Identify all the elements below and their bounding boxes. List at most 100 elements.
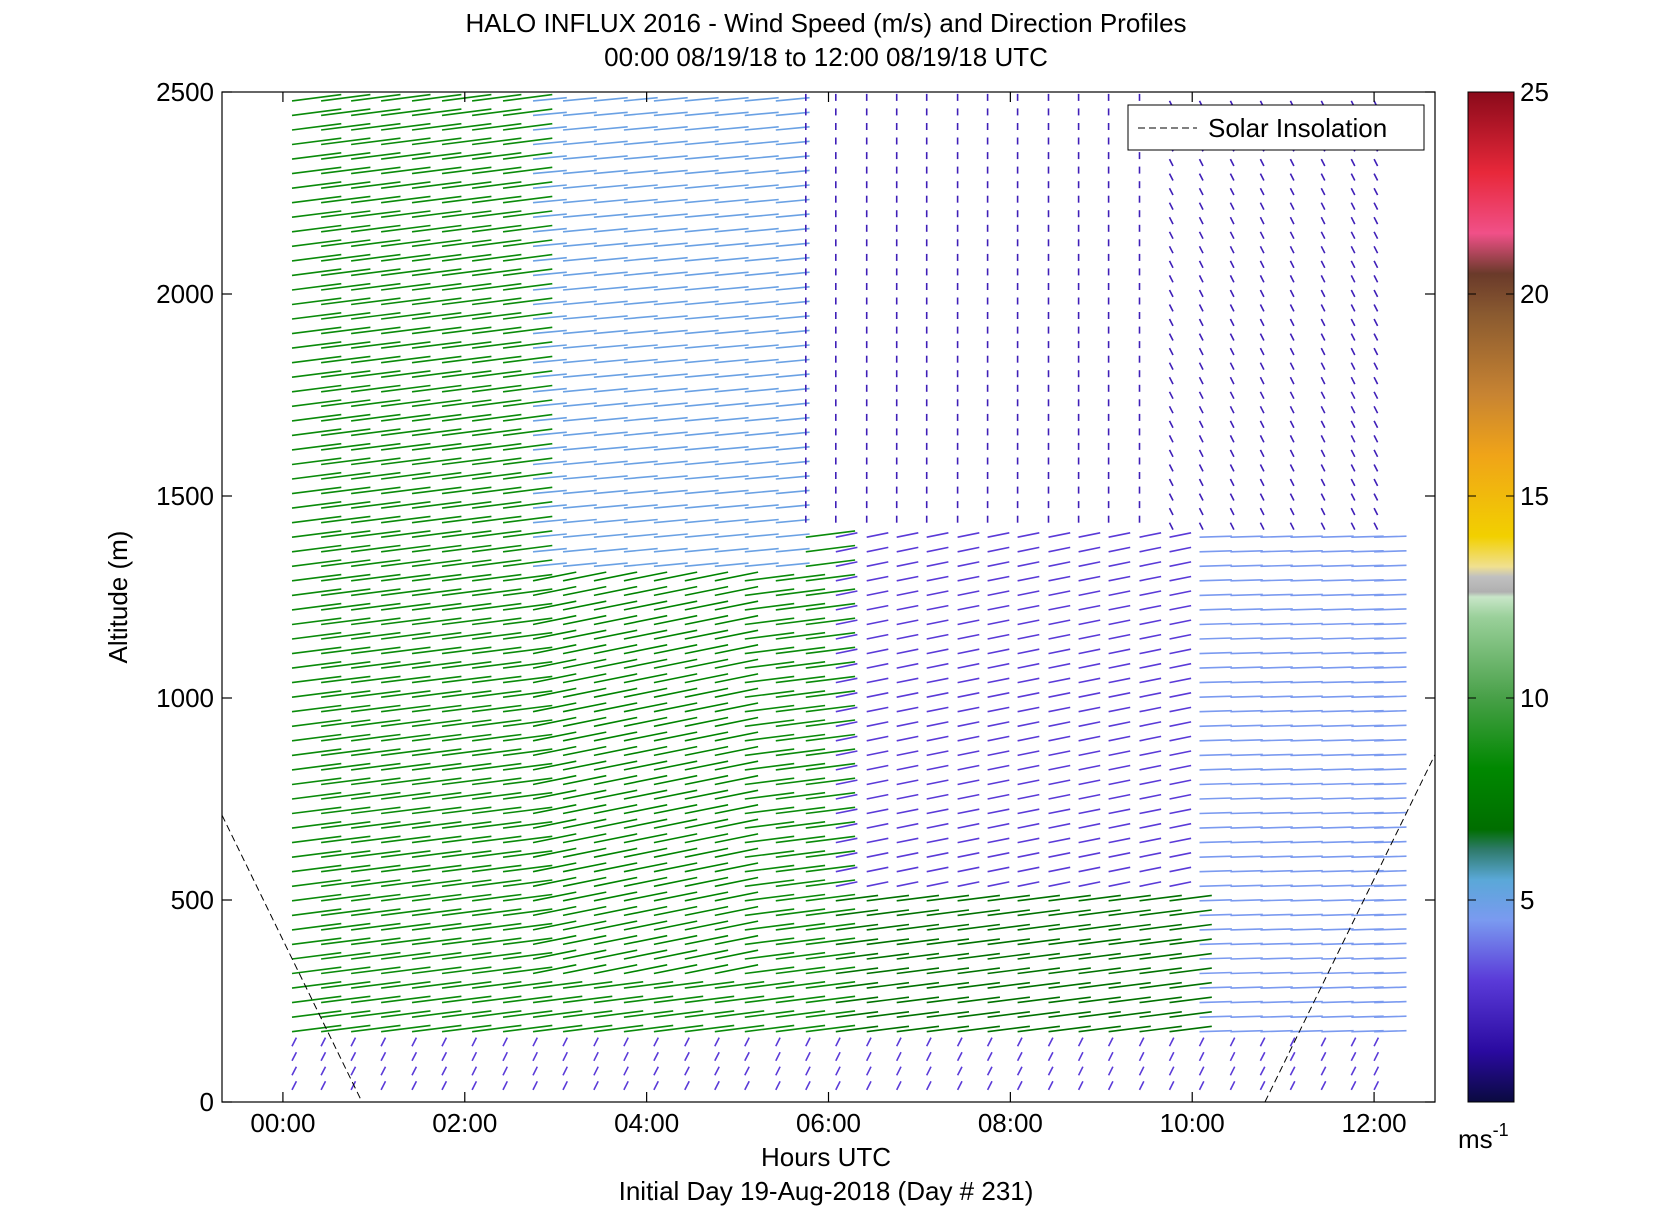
wind-barb: [623, 1037, 629, 1047]
wind-barb: [1260, 622, 1293, 626]
wind-barb: [714, 964, 759, 975]
wind-barb: [1290, 709, 1323, 713]
wind-barb: [1290, 797, 1323, 800]
wind-barb: [381, 704, 431, 713]
wind-barb: [291, 210, 342, 218]
wind-barb: [987, 648, 1010, 655]
wind-barb: [321, 806, 371, 815]
wind-barb: [1168, 1066, 1175, 1076]
wind-barb: [775, 748, 826, 757]
wind-barb: [1229, 333, 1235, 341]
wind-barb: [441, 966, 492, 975]
wind-barb: [1320, 347, 1326, 356]
wind-barb: [1374, 986, 1407, 989]
wind-barb: [1139, 648, 1162, 655]
wind-barb: [623, 905, 668, 917]
wind-barb: [291, 864, 342, 873]
wind-barb: [471, 457, 522, 466]
wind-barb: [320, 777, 371, 786]
wind-barb: [926, 662, 949, 669]
wind-barb: [1350, 391, 1356, 400]
wind-barb: [441, 995, 492, 1004]
wind-barb: [896, 561, 919, 568]
wind-barb: [925, 1080, 932, 1091]
wind-barb: [380, 908, 431, 917]
wind-barb: [1373, 362, 1379, 370]
wind-barb: [1078, 837, 1101, 844]
wind-barb: [653, 315, 688, 320]
wind-barb: [562, 934, 607, 946]
wind-barb: [714, 600, 759, 611]
wind-barb: [1139, 837, 1162, 844]
wind-barb: [1107, 1080, 1114, 1091]
wind-barb: [291, 181, 342, 189]
wind-barb: [653, 547, 688, 553]
wind-barb: [1374, 709, 1407, 713]
wind-barb: [623, 614, 668, 626]
wind-barb: [1139, 721, 1162, 728]
wind-barb: [1169, 590, 1192, 597]
wind-barb: [1078, 866, 1101, 873]
wind-barb: [411, 195, 462, 204]
wind-barb: [502, 646, 553, 655]
wind-barb: [744, 850, 795, 858]
wind-barb: [1169, 633, 1192, 640]
wind-barb: [1198, 275, 1204, 283]
wind-barb: [593, 934, 638, 946]
wind-barb: [1078, 706, 1101, 713]
wind-barb: [291, 661, 342, 669]
wind-barb: [532, 981, 583, 989]
wind-barb: [896, 575, 919, 582]
wind-barb: [653, 227, 688, 233]
wind-barb: [321, 312, 371, 320]
wind-barb: [471, 195, 522, 204]
wind-barb: [1374, 1000, 1407, 1004]
wind-barb: [1229, 493, 1235, 501]
wind-barb: [1048, 894, 1091, 902]
wind-barb: [320, 297, 371, 306]
wind-barb: [380, 501, 431, 509]
wind-barb: [502, 719, 553, 728]
wind-barb: [350, 195, 401, 204]
wind-barb: [502, 166, 553, 175]
wind-barb: [653, 431, 688, 437]
wind-barb: [1289, 289, 1295, 298]
wind-barb: [896, 750, 919, 757]
wind-barb: [1048, 706, 1071, 713]
wind-barb: [1168, 333, 1174, 341]
wind-barb: [593, 847, 638, 858]
wind-barb: [714, 198, 749, 204]
wind-barb: [714, 213, 749, 218]
wind-barb: [714, 431, 749, 437]
wind-barb: [380, 733, 431, 742]
wind-barb: [502, 152, 553, 160]
wind-barb: [1350, 449, 1356, 458]
wind-barb: [653, 126, 688, 131]
wind-barb: [381, 312, 431, 320]
wind-barb: [714, 242, 749, 248]
wind-barb: [350, 544, 401, 553]
wind-barb: [1168, 391, 1174, 400]
wind-barb: [1260, 971, 1293, 975]
wind-barb: [987, 793, 1010, 800]
wind-barb: [865, 1066, 872, 1076]
wind-barb: [1108, 575, 1131, 582]
wind-barb: [1169, 750, 1192, 757]
wind-barb: [1139, 633, 1162, 640]
wind-barb: [350, 93, 401, 102]
wind-barb: [1373, 1066, 1380, 1076]
wind-barb: [926, 952, 970, 960]
wind-barb: [1169, 546, 1192, 553]
wind-barb: [380, 122, 431, 131]
wind-barb: [350, 602, 401, 611]
wind-barb: [411, 181, 462, 189]
wind-barb: [350, 530, 401, 538]
wind-barb: [1169, 1025, 1212, 1033]
wind-barb: [1260, 782, 1293, 786]
wind-barb: [775, 242, 810, 248]
wind-barb: [744, 184, 779, 189]
wind-barb: [532, 905, 577, 917]
wind-barb: [623, 198, 658, 204]
wind-barb: [562, 300, 597, 306]
wind-barb: [350, 733, 401, 742]
